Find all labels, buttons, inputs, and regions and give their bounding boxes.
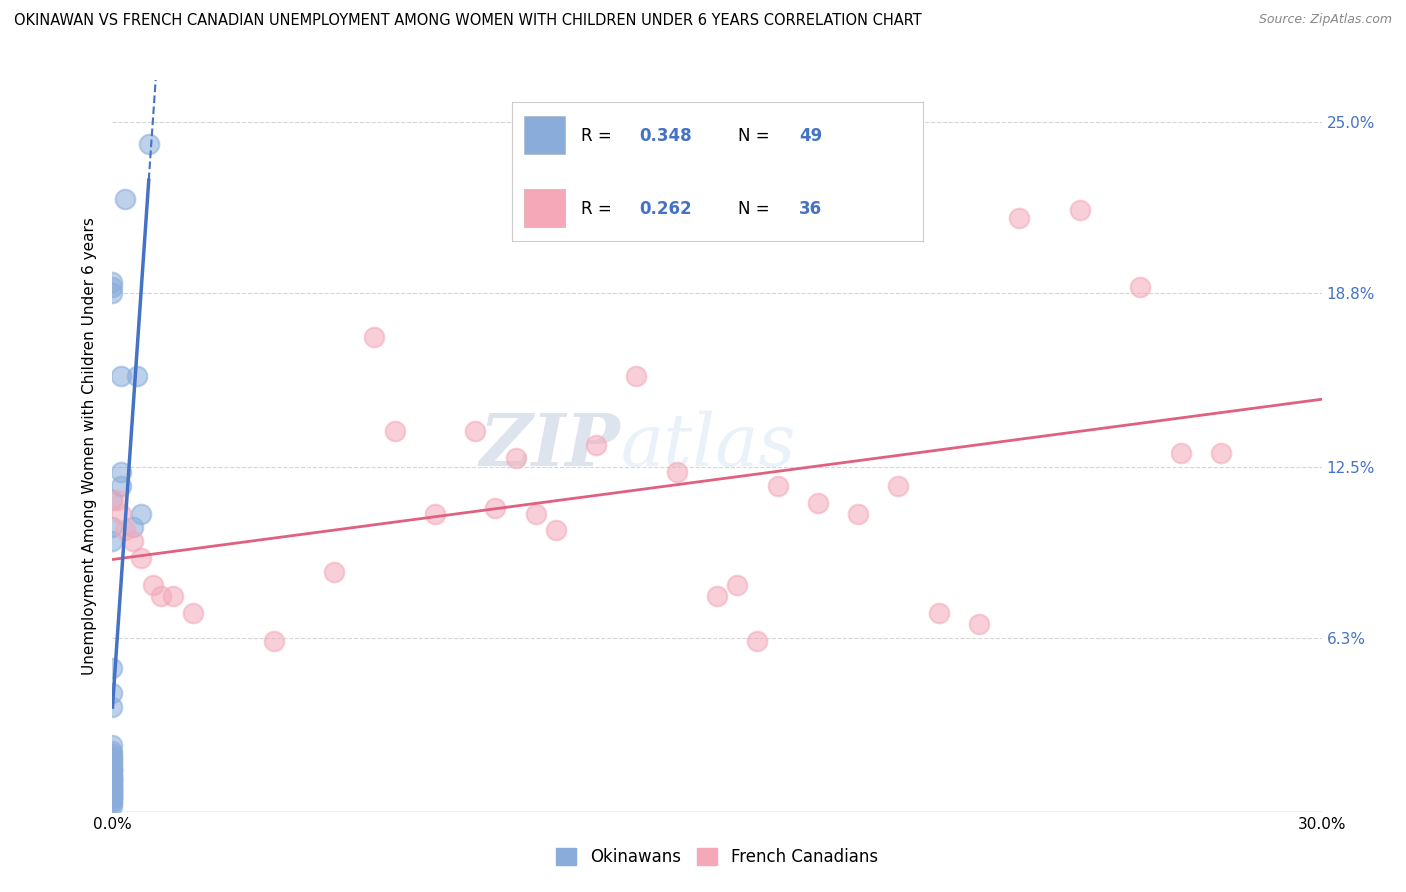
Point [110, 479, 132, 493]
Point [101, 791, 124, 805]
Point [101, 799, 124, 814]
Point [101, 794, 124, 808]
Point [101, 757, 124, 772]
Point [101, 686, 124, 700]
Point [101, 280, 124, 294]
Point [181, 606, 204, 620]
Point [967, 617, 990, 632]
Point [101, 777, 124, 791]
Point [101, 749, 124, 764]
Point [101, 782, 124, 797]
Point [846, 507, 869, 521]
Point [101, 744, 124, 758]
Point [101, 797, 124, 811]
Point [101, 752, 124, 766]
Point [101, 788, 124, 802]
Point [162, 590, 184, 604]
Point [101, 285, 124, 300]
Point [101, 774, 124, 789]
Point [1209, 446, 1232, 460]
Point [1069, 202, 1091, 217]
Text: ZIP: ZIP [479, 410, 620, 482]
Point [149, 590, 172, 604]
Point [110, 507, 132, 521]
Text: atlas: atlas [620, 410, 796, 482]
Point [101, 534, 124, 549]
Point [129, 550, 152, 565]
Point [807, 495, 830, 509]
Point [524, 507, 547, 521]
Point [114, 523, 136, 537]
Point [110, 465, 132, 479]
Point [464, 424, 486, 438]
Point [138, 136, 160, 151]
Point [101, 785, 124, 799]
Point [125, 368, 148, 383]
Point [101, 788, 124, 802]
Point [101, 769, 124, 783]
Point [101, 520, 124, 534]
Point [101, 772, 124, 786]
Point [110, 368, 132, 383]
Point [101, 774, 124, 789]
Point [114, 192, 136, 206]
Point [505, 451, 527, 466]
Point [665, 465, 688, 479]
Point [484, 501, 506, 516]
Point [101, 699, 124, 714]
Point [1008, 211, 1031, 226]
Point [101, 782, 124, 797]
Text: Source: ZipAtlas.com: Source: ZipAtlas.com [1258, 13, 1392, 27]
Point [101, 492, 124, 507]
Text: OKINAWAN VS FRENCH CANADIAN UNEMPLOYMENT AMONG WOMEN WITH CHILDREN UNDER 6 YEARS: OKINAWAN VS FRENCH CANADIAN UNEMPLOYMENT… [14, 13, 922, 29]
Point [101, 764, 124, 778]
Point [142, 578, 165, 592]
Point [706, 590, 728, 604]
Point [129, 507, 152, 521]
Point [1129, 280, 1152, 294]
Y-axis label: Unemployment Among Women with Children Under 6 years: Unemployment Among Women with Children U… [82, 217, 97, 675]
Legend: Okinawans, French Canadians: Okinawans, French Canadians [550, 841, 884, 873]
Point [101, 785, 124, 799]
Point [101, 780, 124, 794]
Point [101, 275, 124, 289]
Point [585, 437, 607, 451]
Point [105, 492, 128, 507]
Point [766, 479, 789, 493]
Point [101, 777, 124, 791]
Point [101, 760, 124, 774]
Point [928, 606, 950, 620]
Point [101, 661, 124, 675]
Point [101, 766, 124, 780]
Point [384, 424, 406, 438]
Point [101, 755, 124, 769]
Point [263, 633, 285, 648]
Point [101, 747, 124, 761]
Point [1170, 446, 1192, 460]
Point [101, 772, 124, 786]
Point [101, 791, 124, 805]
Point [747, 633, 769, 648]
Point [101, 764, 124, 778]
Point [323, 565, 346, 579]
Point [101, 739, 124, 753]
Point [423, 507, 446, 521]
Point [626, 368, 648, 383]
Point [101, 780, 124, 794]
Point [887, 479, 910, 493]
Point [101, 769, 124, 783]
Point [121, 520, 143, 534]
Point [725, 578, 748, 592]
Point [363, 330, 385, 344]
Point [121, 534, 143, 549]
Point [544, 523, 567, 537]
